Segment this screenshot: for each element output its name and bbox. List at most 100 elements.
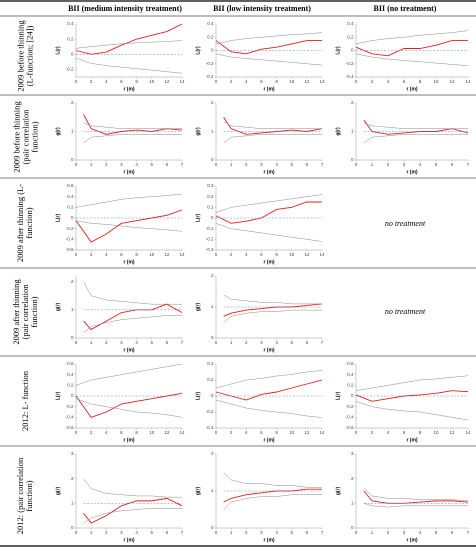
x-tick-label: 14 bbox=[179, 79, 185, 84]
x-tick-label: 4 bbox=[105, 252, 108, 257]
y-tick-label: -0.1 bbox=[206, 226, 214, 231]
x-tick-label: 0 bbox=[75, 79, 78, 84]
observed-line bbox=[223, 488, 322, 503]
x-tick-label: 6 bbox=[260, 252, 263, 257]
x-tick-label: 6 bbox=[306, 530, 309, 535]
y-axis-label: L(r) bbox=[195, 46, 201, 55]
y-tick-label: -0.4 bbox=[206, 425, 214, 430]
y-tick-label: 2 bbox=[71, 100, 74, 105]
x-tick-label: 12 bbox=[164, 252, 170, 257]
y-tick-label: -0.2 bbox=[206, 237, 214, 242]
x-tick-label: 2 bbox=[230, 430, 233, 435]
x-tick-label: 1 bbox=[371, 530, 374, 535]
x-tick-label: 10 bbox=[289, 79, 295, 84]
y-tick-label: 0 bbox=[71, 393, 74, 398]
observed-line bbox=[215, 379, 323, 401]
row-label: 2009 before thinning (L-function; [24]) bbox=[15, 19, 34, 92]
x-tick-label: 0 bbox=[355, 162, 358, 167]
y-axis-label: g(r) bbox=[195, 487, 201, 496]
reference-line bbox=[223, 294, 322, 305]
y-tick-label: 2 bbox=[351, 476, 354, 481]
x-tick-label: 14 bbox=[319, 252, 325, 257]
x-tick-label: 7 bbox=[467, 530, 470, 535]
x-tick-label: 3 bbox=[403, 530, 406, 535]
y-tick-label: 1 bbox=[71, 501, 74, 506]
x-axis-label: r (m) bbox=[123, 537, 134, 543]
reference-line bbox=[83, 122, 182, 129]
x-axis-label: r (m) bbox=[123, 169, 134, 175]
y-tick-label: -0.4 bbox=[346, 415, 354, 420]
reference-line bbox=[83, 508, 182, 524]
x-tick-label: 4 bbox=[245, 430, 248, 435]
x-tick-label: 0 bbox=[355, 79, 358, 84]
x-axis-label: r (m) bbox=[123, 437, 134, 443]
y-tick-label: 0.2 bbox=[67, 36, 74, 41]
x-tick-label: 0 bbox=[75, 162, 78, 167]
row-label: 2012: L- function bbox=[19, 371, 30, 431]
column-header: BII (no treatment) bbox=[374, 4, 437, 13]
y-tick-label: 0 bbox=[211, 215, 214, 220]
x-tick-label: 2 bbox=[245, 530, 248, 535]
x-tick-label: 14 bbox=[179, 252, 185, 257]
x-tick-label: 1 bbox=[230, 530, 233, 535]
y-tick-label: 1 bbox=[71, 307, 74, 312]
x-tick-label: 3 bbox=[120, 530, 123, 535]
x-tick-label: 4 bbox=[387, 430, 390, 435]
x-axis-label: r (m) bbox=[406, 537, 417, 543]
x-tick-label: 6 bbox=[306, 162, 309, 167]
observed-line bbox=[223, 303, 323, 317]
x-tick-label: 2 bbox=[371, 79, 374, 84]
y-tick-label: 0.2 bbox=[207, 34, 214, 39]
x-tick-label: 2 bbox=[90, 79, 93, 84]
x-tick-label: 6 bbox=[166, 530, 169, 535]
x-tick-label: 1 bbox=[90, 530, 93, 535]
y-axis-label: g(r) bbox=[55, 487, 61, 496]
x-tick-label: 7 bbox=[321, 530, 324, 535]
y-tick-label: 0.4 bbox=[207, 21, 214, 26]
y-tick-label: -0.4 bbox=[66, 237, 74, 242]
y-tick-label: 0 bbox=[211, 335, 214, 340]
y-tick-label: -0.2 bbox=[346, 404, 354, 409]
reference-line bbox=[75, 193, 183, 208]
y-tick-label: -0.6 bbox=[346, 425, 354, 430]
reference-line bbox=[83, 281, 182, 305]
row-label: 2009 after thinning (pair correlation fu… bbox=[10, 279, 39, 345]
x-tick-label: 10 bbox=[149, 430, 155, 435]
y-tick-label: 2 bbox=[211, 100, 214, 105]
x-tick-label: 3 bbox=[260, 530, 263, 535]
x-tick-label: 8 bbox=[275, 79, 278, 84]
y-axis-label: L(r) bbox=[55, 214, 61, 223]
y-tick-label: 0 bbox=[71, 215, 74, 220]
y-tick-label: 0.4 bbox=[347, 372, 354, 377]
y-tick-label: 1 bbox=[211, 304, 214, 309]
chart: 0 1 2 0 1 2 3 4 5 6 7 r (m) g(r) bbox=[195, 451, 323, 543]
y-axis-label: L(r) bbox=[335, 392, 341, 401]
observed-line bbox=[215, 201, 322, 224]
row-label: 2012: (pair correlation function) bbox=[15, 457, 34, 535]
x-tick-label: 1 bbox=[230, 162, 233, 167]
chart: -0.4 -0.2 0 0.2 0.4 0 2 4 6 8 10 12 14 r (m) L(r) bbox=[195, 361, 325, 443]
y-tick-label: 1 bbox=[351, 129, 354, 134]
y-tick-label: 0 bbox=[211, 393, 214, 398]
y-tick-label: 0 bbox=[351, 157, 354, 162]
x-tick-label: 1 bbox=[371, 162, 374, 167]
x-tick-label: 5 bbox=[290, 340, 293, 345]
x-tick-label: 3 bbox=[260, 340, 263, 345]
y-axis-label: L(r) bbox=[55, 46, 61, 55]
x-axis-label: r (m) bbox=[263, 86, 274, 92]
y-tick-label: 3 bbox=[71, 451, 74, 456]
x-tick-label: 6 bbox=[166, 162, 169, 167]
y-axis-label: g(r) bbox=[335, 127, 341, 136]
observed-line bbox=[355, 40, 468, 57]
reference-line bbox=[215, 399, 323, 418]
observed-line bbox=[75, 392, 183, 418]
x-tick-label: 6 bbox=[166, 340, 169, 345]
x-tick-label: 4 bbox=[135, 530, 138, 535]
x-tick-label: 10 bbox=[149, 79, 155, 84]
x-tick-label: 12 bbox=[449, 79, 455, 84]
chart: 0 1 2 3 0 1 2 3 4 5 6 7 r (m) g(r) bbox=[55, 451, 183, 543]
x-tick-label: 2 bbox=[105, 530, 108, 535]
x-tick-label: 4 bbox=[245, 252, 248, 257]
reference-line bbox=[215, 223, 323, 242]
